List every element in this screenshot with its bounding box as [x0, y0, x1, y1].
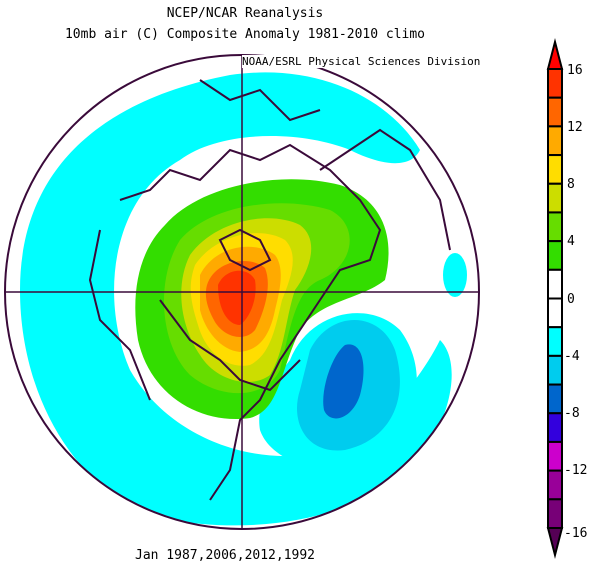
colorbar-label: 0	[567, 292, 575, 307]
colorbar-label: -12	[564, 463, 588, 478]
colorbar-swatch	[547, 96, 563, 128]
colorbar-label: 8	[567, 177, 575, 192]
chart-subtitle: 10mb air (C) Composite Anomaly 1981-2010…	[64, 27, 426, 42]
coastlines	[88, 79, 451, 501]
colorbar-swatch	[547, 326, 563, 357]
colorbar-swatch	[547, 125, 563, 157]
colorbar-swatch	[547, 211, 563, 243]
colorbar	[546, 38, 564, 559]
colorbar-swatch	[547, 297, 563, 329]
colorbar-swatch	[547, 469, 563, 501]
colorbar-label: 12	[567, 120, 583, 135]
colorbar-arrow-bottom	[546, 527, 564, 559]
colorbar-swatch	[547, 412, 563, 443]
colorbar-label: -8	[564, 406, 580, 421]
colorbar-swatch	[547, 498, 563, 529]
colorbar-label: -4	[564, 349, 580, 364]
chart-title: NCEP/NCAR Reanalysis	[166, 6, 324, 21]
anomaly-cyan-east	[443, 253, 467, 297]
anomaly-blue	[323, 344, 364, 419]
colorbar-label: -16	[564, 526, 588, 541]
colorbar-swatch	[547, 240, 563, 271]
anomaly-red	[218, 270, 256, 325]
colorbar-swatch	[547, 354, 563, 386]
credit-text: NOAA/ESRL Physical Sciences Division	[242, 55, 481, 68]
colorbar-swatch	[547, 154, 563, 185]
colorbar-swatch	[547, 68, 563, 99]
colorbar-arrow-top	[546, 38, 564, 70]
colorbar-swatch	[547, 440, 563, 472]
colorbar-label: 4	[567, 234, 575, 249]
colorbar-swatch	[547, 268, 563, 300]
colorbar-swatch	[547, 383, 563, 415]
date-footer: Jan 1987,2006,2012,1992	[135, 548, 316, 563]
colorbar-swatch	[547, 182, 563, 214]
anomaly-cyan-ring	[20, 72, 452, 526]
colorbar-label: 16	[567, 63, 583, 78]
